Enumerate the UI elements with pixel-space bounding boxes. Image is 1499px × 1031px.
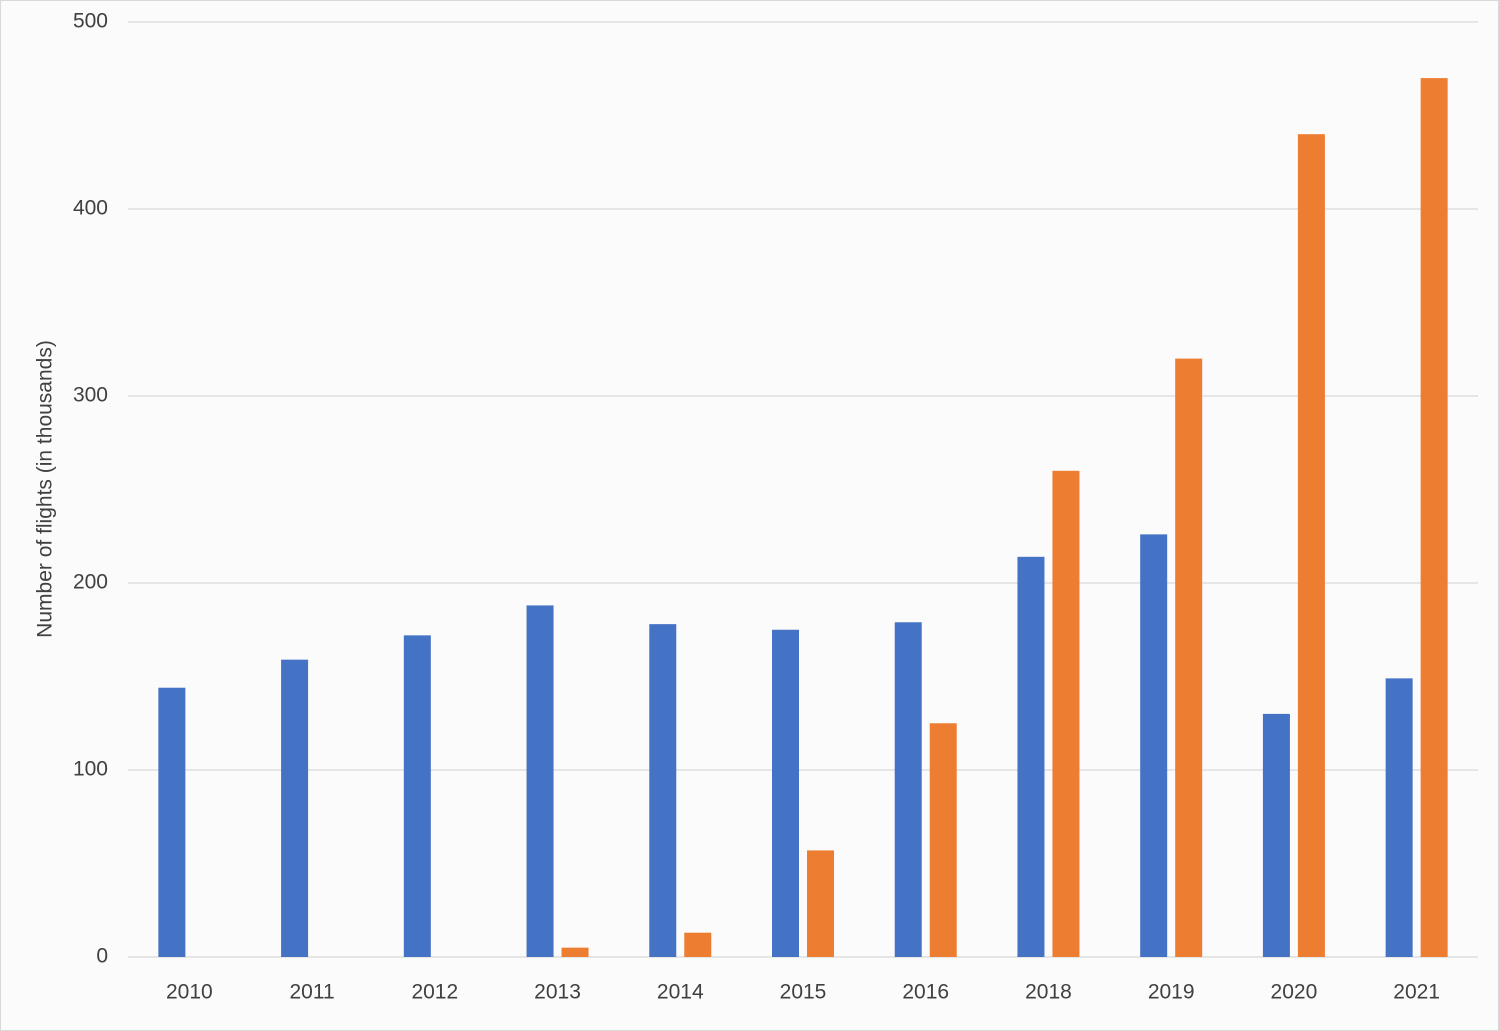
bar — [562, 948, 589, 957]
bar — [930, 723, 957, 957]
x-tick-label: 2015 — [780, 981, 827, 1004]
bar — [649, 624, 676, 957]
bar — [1421, 78, 1448, 957]
bar — [684, 933, 711, 957]
x-tick-label: 2013 — [534, 981, 581, 1004]
bar — [1052, 471, 1079, 957]
x-tick-label: 2014 — [657, 981, 704, 1004]
x-tick-label: 2019 — [1148, 981, 1195, 1004]
y-tick-label: 500 — [73, 10, 108, 33]
bar — [1263, 714, 1290, 957]
y-tick-label: 0 — [96, 945, 108, 968]
x-tick-label: 2016 — [902, 981, 949, 1004]
y-tick-label: 400 — [73, 197, 108, 220]
y-tick-label: 300 — [73, 384, 108, 407]
bar — [527, 605, 554, 957]
bar — [895, 622, 922, 957]
x-tick-label: 2010 — [166, 981, 213, 1004]
x-tick-label: 2011 — [290, 981, 335, 1004]
bar — [281, 660, 308, 957]
y-tick-label: 100 — [73, 758, 108, 781]
chart: Number of flights (in thousands) 0 100 200… — [0, 0, 1499, 1031]
x-tick-label: 2018 — [1025, 981, 1072, 1004]
x-tick-label: 2012 — [411, 981, 458, 1004]
bar — [1140, 534, 1167, 957]
bar — [807, 850, 834, 957]
x-tick-label: 2020 — [1271, 981, 1318, 1004]
bar — [158, 688, 185, 957]
x-tick-label: 2021 — [1393, 981, 1440, 1004]
bar — [1175, 359, 1202, 957]
bar — [1298, 134, 1325, 957]
bar — [404, 635, 431, 957]
bar — [1386, 678, 1413, 957]
y-tick-label: 200 — [73, 571, 108, 594]
y-axis-label: Number of flights (in thousands) — [34, 340, 57, 638]
bar — [1017, 557, 1044, 957]
bar — [772, 630, 799, 957]
